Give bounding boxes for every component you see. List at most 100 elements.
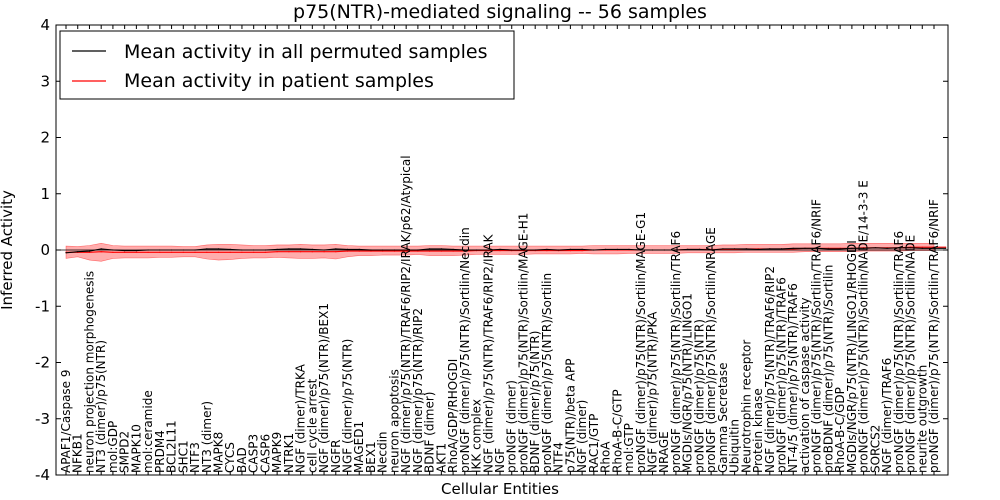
data-point-patient bbox=[546, 250, 548, 252]
x-tick-label: Neurotrophin receptor bbox=[739, 340, 753, 473]
data-point-patient bbox=[276, 251, 278, 253]
data-point-patient bbox=[311, 251, 313, 253]
x-tick-label: BDNF (dimer)/p75(NTR) bbox=[528, 331, 542, 473]
data-point-patient bbox=[264, 251, 266, 253]
data-point-patient bbox=[569, 250, 572, 252]
x-tick-label: RAC1/GTP bbox=[587, 414, 601, 473]
data-point-patient bbox=[393, 250, 395, 252]
data-point-patient bbox=[464, 250, 466, 252]
x-tick-label: proNGF (dimer)/p75(NTR)/Sortilin/MAGE-G1 bbox=[634, 212, 648, 473]
data-point-patient bbox=[346, 250, 349, 252]
x-tick-label: IKK complex bbox=[470, 399, 484, 473]
data-point-patient bbox=[147, 251, 149, 253]
data-point-patient bbox=[417, 250, 419, 252]
data-point-permuted bbox=[323, 249, 325, 251]
x-tick-label: Ubiquitin bbox=[728, 419, 742, 473]
data-point-patient bbox=[217, 251, 220, 253]
x-tick-label: proNGF (dimer)/p75(NTR)/Sortilin/NRAGE bbox=[704, 227, 718, 473]
data-point-permuted bbox=[100, 248, 102, 250]
data-point-patient bbox=[335, 251, 337, 253]
legend-label-permuted: Mean activity in all permuted samples bbox=[124, 41, 487, 63]
data-point-permuted bbox=[581, 248, 583, 250]
data-point-permuted bbox=[487, 249, 489, 251]
x-tick-label: RhoA bbox=[599, 441, 613, 473]
data-point-permuted bbox=[194, 249, 196, 251]
y-tick-label: -1 bbox=[35, 297, 50, 315]
x-tick-label: proNGF (dimer)/p75(NTR)/Sortilin/TRAF6 bbox=[892, 231, 906, 473]
data-point-permuted bbox=[792, 247, 794, 249]
data-point-permuted bbox=[253, 249, 255, 251]
data-point-permuted bbox=[593, 249, 595, 251]
x-tick-label: NGF (dimer)/p75(NTR)/BEX1 bbox=[317, 303, 331, 473]
data-point-patient bbox=[88, 251, 91, 253]
data-point-patient bbox=[182, 251, 184, 253]
x-tick-label: BAD bbox=[235, 447, 249, 473]
x-tick-label: p75(NTR)/beta APP bbox=[563, 359, 577, 474]
data-point-permuted bbox=[769, 248, 771, 250]
data-point-patient bbox=[382, 250, 384, 252]
data-point-permuted bbox=[804, 247, 806, 249]
data-point-permuted bbox=[264, 249, 266, 251]
data-point-permuted bbox=[217, 248, 220, 250]
x-tick-label: NTRK1 bbox=[282, 433, 296, 473]
x-tick-label: NGF (dimer)/p75(NTR)/TRAF6/RIP2 bbox=[763, 266, 777, 473]
legend-box bbox=[59, 30, 515, 100]
data-point-permuted bbox=[522, 249, 525, 251]
data-point-permuted bbox=[722, 248, 724, 250]
data-point-permuted bbox=[382, 249, 384, 251]
y-tick-label: -3 bbox=[35, 410, 50, 428]
x-tick-label: CYCS bbox=[223, 442, 237, 473]
x-tick-label: proNGF (dimer)/p75(NTR)/Sortilin/MAGE-H1 bbox=[517, 213, 531, 473]
data-point-permuted bbox=[300, 248, 302, 250]
data-point-patient bbox=[429, 250, 431, 252]
data-point-permuted bbox=[77, 251, 79, 253]
x-tick-label: MAPK10 bbox=[129, 424, 143, 473]
data-point-permuted bbox=[159, 249, 161, 251]
x-tick-label: NGF (dimer)/p75(NTR)/TRAF6/RIP2/IRAK/p62… bbox=[399, 155, 413, 473]
data-point-permuted bbox=[171, 249, 173, 251]
data-point-permuted bbox=[558, 249, 560, 251]
data-point-permuted bbox=[393, 249, 395, 251]
data-point-patient bbox=[171, 251, 173, 253]
data-point-permuted bbox=[640, 249, 642, 251]
x-tick-label: mol:GDP bbox=[106, 421, 120, 473]
x-tick-label: RhoA/GDP/RHOGDI bbox=[446, 359, 460, 473]
data-point-permuted bbox=[335, 248, 337, 250]
data-point-permuted bbox=[276, 248, 278, 250]
data-point-patient bbox=[440, 250, 442, 252]
data-point-patient bbox=[933, 246, 935, 248]
data-point-patient bbox=[452, 250, 454, 252]
patient-confidence-band bbox=[65, 242, 935, 262]
data-point-permuted bbox=[135, 250, 137, 252]
x-tick-label: NT3 (dimer) bbox=[200, 401, 214, 473]
x-tick-label: proBDNF (dimer)/p75(NTR)/Sortilin bbox=[821, 265, 835, 473]
x-tick-label: NTF3 bbox=[188, 442, 202, 473]
data-point-permuted bbox=[745, 248, 747, 250]
data-point-permuted bbox=[874, 247, 877, 249]
y-tick-label: 2 bbox=[40, 129, 50, 147]
band-layer bbox=[65, 242, 935, 262]
data-point-patient bbox=[206, 251, 208, 253]
data-point-patient bbox=[194, 251, 196, 253]
data-point-permuted bbox=[886, 247, 888, 249]
data-point-permuted bbox=[710, 249, 712, 251]
x-tick-label: proNGF (dimer)/p75(NTR)/Sortilin/NADE bbox=[904, 235, 918, 473]
series-line-permuted bbox=[65, 247, 946, 254]
series-layer bbox=[65, 246, 947, 254]
data-point-permuted bbox=[663, 249, 665, 251]
x-tick-label: Protein kinase bbox=[751, 388, 765, 473]
data-point-permuted bbox=[698, 248, 701, 250]
data-point-patient bbox=[323, 251, 325, 253]
x-tick-label: proNGF (dimer)/p75(NTR)/Sortilin/Necdin bbox=[458, 227, 472, 473]
data-point-patient bbox=[581, 250, 583, 252]
y-tick-label: -2 bbox=[35, 354, 50, 372]
data-point-patient bbox=[370, 250, 372, 252]
x-tick-label: NGF (dimer) bbox=[575, 400, 589, 473]
data-point-permuted bbox=[358, 248, 360, 250]
x-tick-label: BEX1 bbox=[364, 441, 378, 473]
data-point-permuted bbox=[605, 248, 607, 250]
x-tick-label: proNGF (dimer)/p75(NTR)/Sortilin bbox=[540, 273, 554, 473]
x-tick-label: SORCS2 bbox=[868, 425, 882, 473]
x-tick-label: MAPK8 bbox=[212, 432, 226, 473]
